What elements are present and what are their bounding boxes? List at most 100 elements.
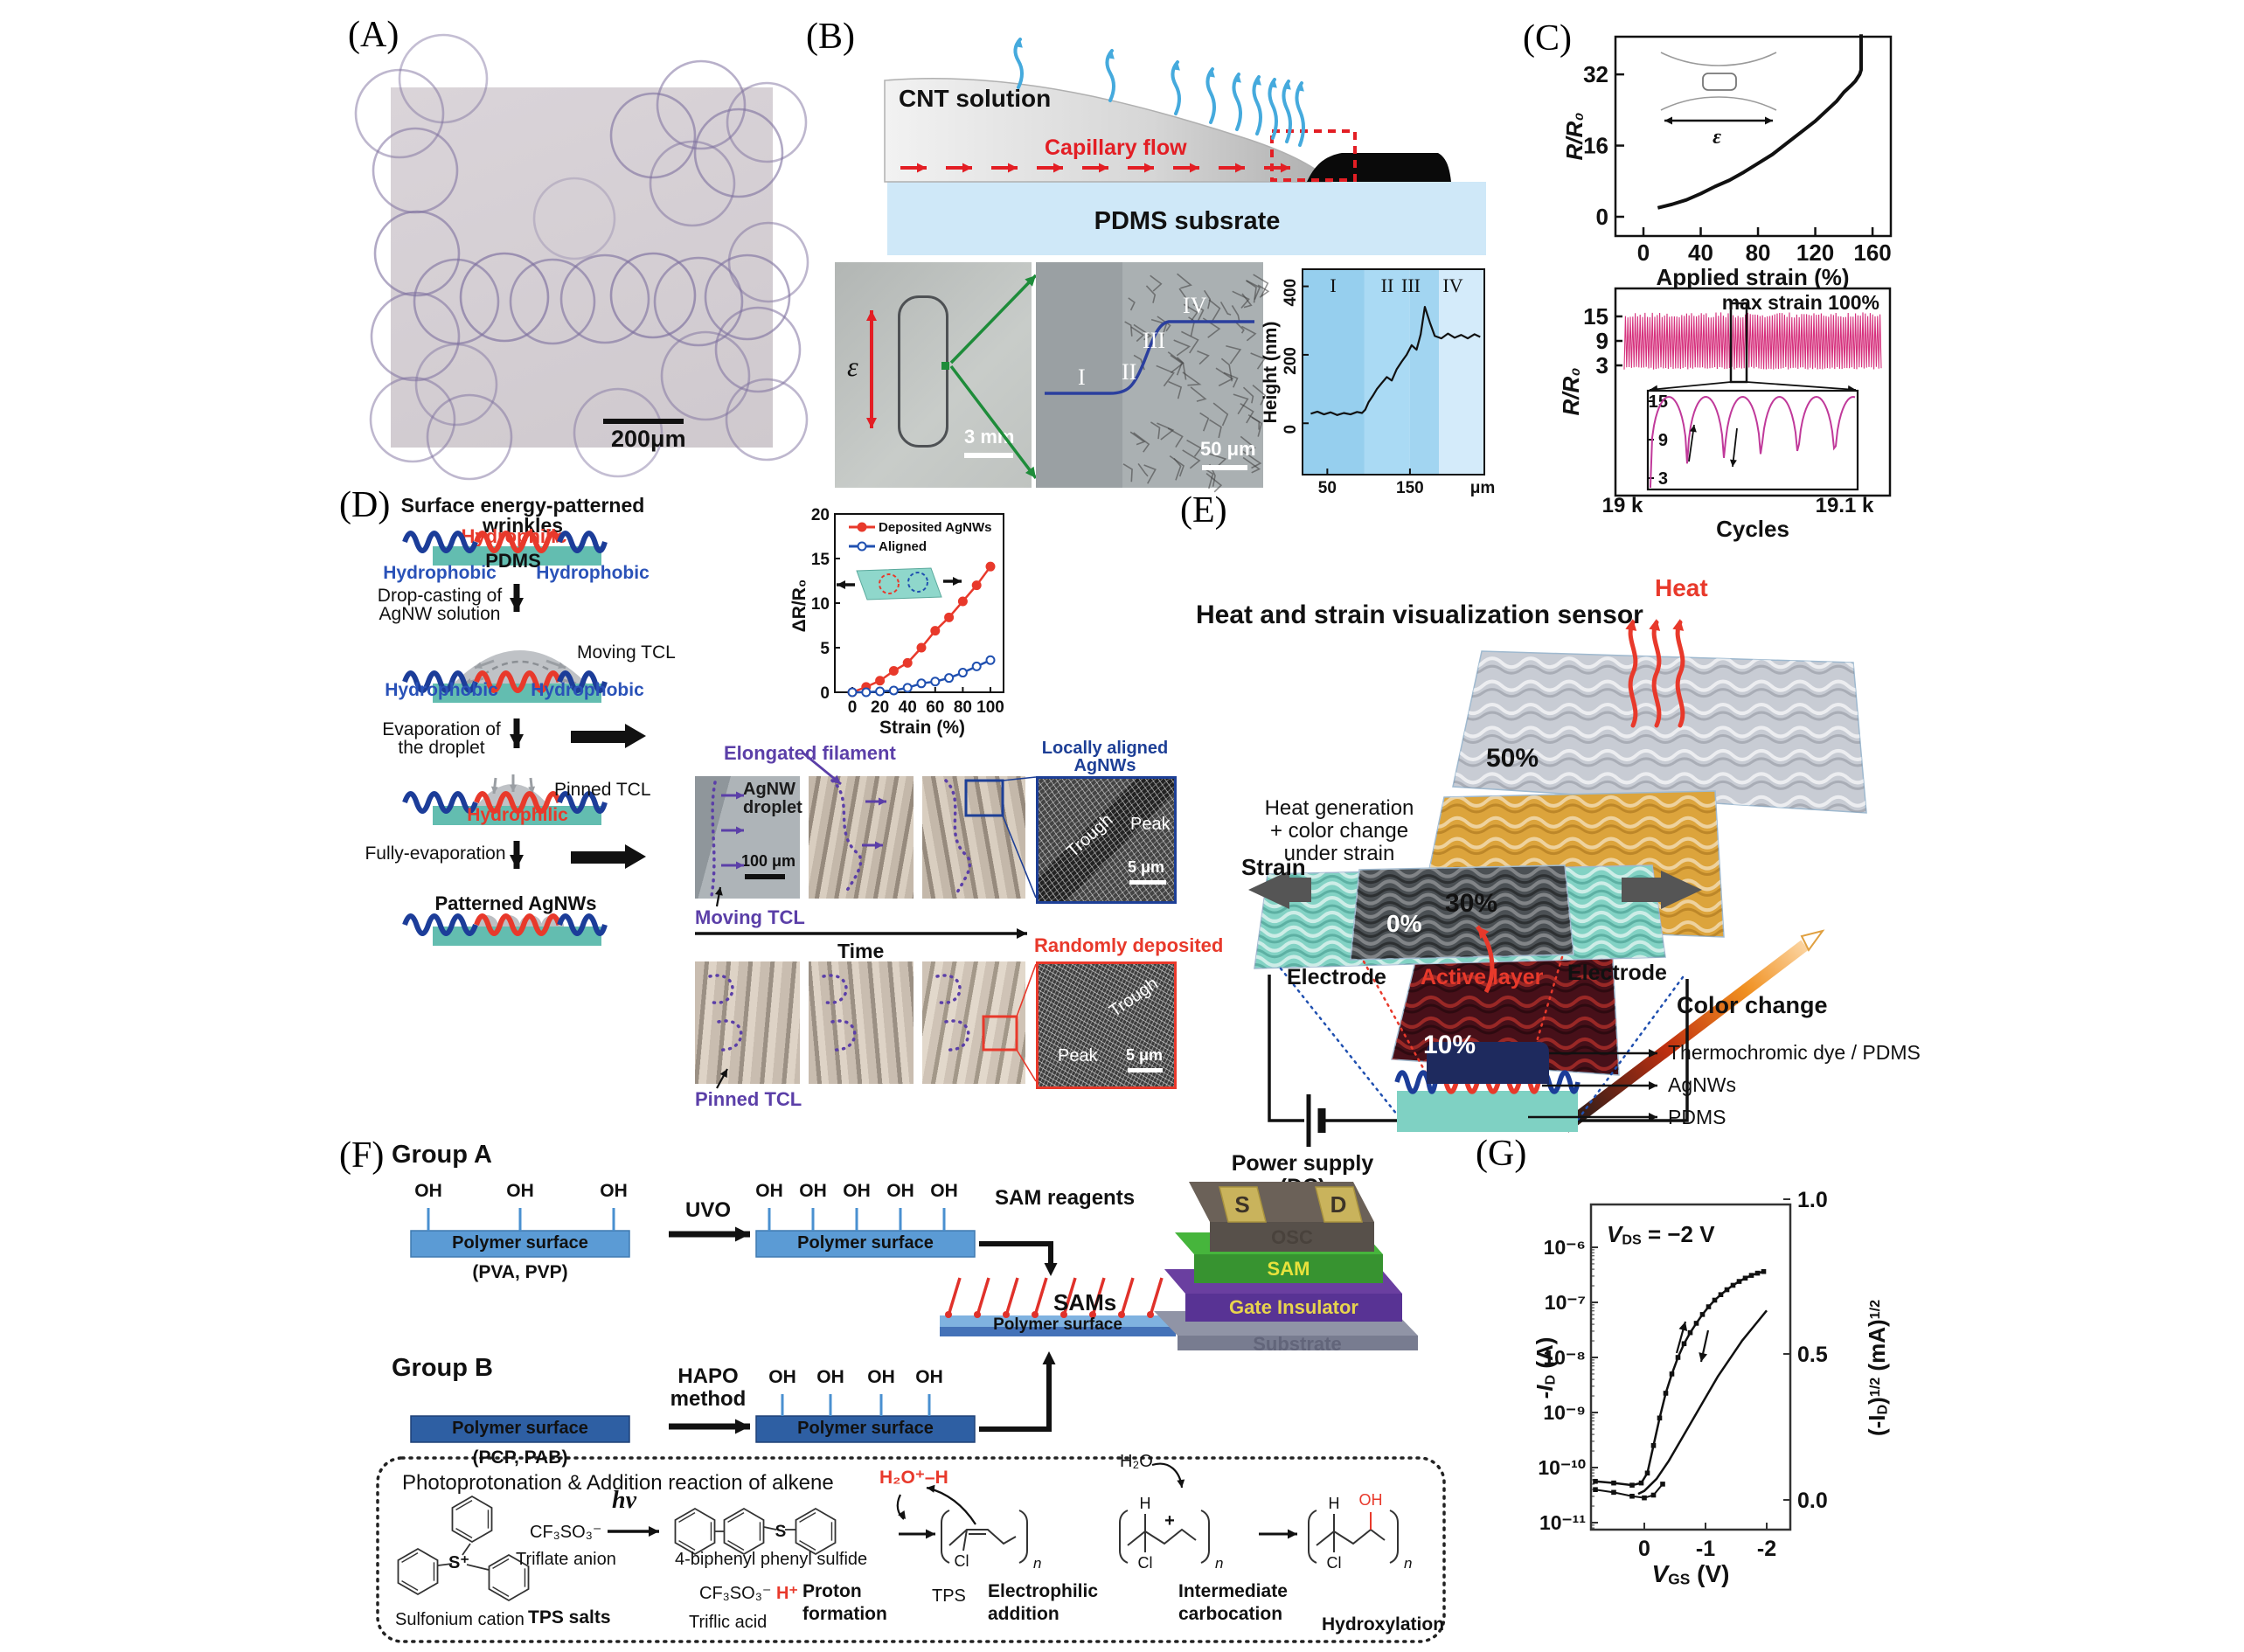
svg-text:40: 40 bbox=[899, 698, 917, 717]
locally-aligned-1: Locally aligned bbox=[1041, 739, 1169, 758]
polymer-surface-b1: Polymer surface bbox=[452, 1419, 588, 1438]
yr-3: (mA) bbox=[1864, 1319, 1891, 1378]
step3-label: Fully-evaporation bbox=[365, 843, 506, 864]
scalebar-line bbox=[603, 419, 684, 424]
svg-text:I: I bbox=[1330, 274, 1336, 296]
e-title: Heat and strain visualization sensor bbox=[1196, 600, 1643, 629]
agnw-process-graphics bbox=[402, 531, 646, 946]
svg-text:10⁻⁹: 10⁻⁹ bbox=[1543, 1401, 1586, 1424]
circle-pattern bbox=[354, 33, 809, 481]
svg-text:ε: ε bbox=[1713, 126, 1721, 149]
step2-line1: Evaporation of bbox=[382, 719, 501, 739]
sem-overlay bbox=[1045, 273, 1270, 493]
g-left-axis-label: -ID (A) bbox=[1532, 1337, 1559, 1399]
cnt-deposit bbox=[1307, 153, 1451, 182]
svg-text:50: 50 bbox=[1318, 479, 1337, 497]
pct-50: 50% bbox=[1486, 744, 1539, 773]
osc-label: OSC bbox=[1271, 1226, 1313, 1248]
oh-b2-4: OH bbox=[915, 1367, 943, 1387]
pdms-layer-label: PDMS bbox=[1668, 1106, 1726, 1128]
oh-a1-3: OH bbox=[600, 1181, 628, 1201]
svg-text:60: 60 bbox=[926, 698, 944, 717]
yr-2: ) bbox=[1864, 1397, 1891, 1405]
svg-text:H: H bbox=[1140, 1495, 1151, 1512]
svg-text:0: 0 bbox=[848, 698, 858, 717]
pcp-label: (PCP, PAB) bbox=[472, 1447, 568, 1468]
svg-text:10: 10 bbox=[811, 595, 830, 614]
svg-text:μm: μm bbox=[1470, 479, 1496, 497]
triflic-formula: CF₃SO₃⁻ H⁺ bbox=[699, 1584, 798, 1604]
h2o-label: H₂O bbox=[1120, 1452, 1153, 1471]
panel-label-f: (F) bbox=[339, 1135, 385, 1176]
sam-reagents-label: SAM reagents bbox=[995, 1186, 1136, 1210]
pct-30: 30% bbox=[1445, 889, 1498, 918]
svg-text:Applied strain (%): Applied strain (%) bbox=[1656, 264, 1849, 290]
hydronium-label: H₂O⁺–H bbox=[879, 1468, 948, 1488]
intermediate-2: carbocation bbox=[1178, 1604, 1283, 1624]
yl-pre: -I bbox=[1532, 1385, 1559, 1399]
svg-text:0.0: 0.0 bbox=[1797, 1489, 1828, 1513]
svg-text:9: 9 bbox=[1658, 431, 1668, 450]
svg-text:10⁻¹¹: 10⁻¹¹ bbox=[1539, 1511, 1586, 1534]
svg-text:0: 0 bbox=[1637, 239, 1650, 266]
polymer-surface-b2: Polymer surface bbox=[797, 1419, 934, 1438]
svg-text:160: 160 bbox=[1853, 239, 1891, 266]
svg-text:Deposited AgNWs: Deposited AgNWs bbox=[879, 520, 991, 535]
electrophilic-2: addition bbox=[988, 1604, 1059, 1624]
svg-text:19 k: 19 k bbox=[1602, 494, 1643, 517]
delta-r-chart: 0 5 10 15 20 0 20 40 60 80 100 Strain (%) ΔR/R₀ Depos… bbox=[789, 506, 1004, 738]
surface-chemistry-graphics: S⁺ S Cl n H Cl + n H Cl OH n bbox=[376, 1182, 1446, 1643]
g-right-axis-label: (-ID)1/2 (mA)1/2 bbox=[1864, 1300, 1891, 1436]
gen-line2: + color change bbox=[1269, 819, 1409, 843]
polymer-surface-a2: Polymer surface bbox=[797, 1233, 934, 1253]
biphenyl-label: 4-biphenyl phenyl sulfide bbox=[675, 1550, 868, 1569]
svg-text:10⁻⁸: 10⁻⁸ bbox=[1543, 1346, 1586, 1369]
svg-text:1.0: 1.0 bbox=[1797, 1188, 1828, 1212]
sulfonium-label: Sulfonium cation bbox=[395, 1610, 525, 1629]
evaporation-zone-box bbox=[1270, 129, 1357, 182]
patterned-agnws-label: Patterned AgNWs bbox=[434, 892, 597, 914]
svg-text:ΔR/R₀: ΔR/R₀ bbox=[789, 580, 809, 633]
sem-texture bbox=[1039, 964, 1174, 1086]
capillary-flow-label: Capillary flow bbox=[1045, 135, 1187, 160]
svg-text:120: 120 bbox=[1796, 239, 1834, 266]
yl-sub: D bbox=[1542, 1374, 1559, 1385]
svg-text:H: H bbox=[1329, 1495, 1340, 1512]
scalebar-label: 200μm bbox=[611, 426, 686, 452]
transfer-curve-chart: 10⁻⁶ 10⁻⁷ 10⁻⁸ 10⁻⁹ 10⁻¹⁰ 10⁻¹¹ 1.0 0.5 0.0 0 -1 -2 bbox=[1538, 1188, 1828, 1561]
region-ii: II bbox=[1122, 359, 1137, 385]
moving-tcl-micro-label: Moving TCL bbox=[695, 906, 805, 928]
svg-text:R/R₀: R/R₀ bbox=[1561, 112, 1587, 160]
svg-text:3: 3 bbox=[1596, 352, 1608, 378]
panel-label-d: (D) bbox=[339, 485, 391, 525]
triflic-label: Triflic acid bbox=[689, 1613, 768, 1632]
svg-text:9: 9 bbox=[1596, 328, 1608, 354]
intermediate-1: Intermediate bbox=[1178, 1581, 1288, 1601]
pdms-substrate-rect bbox=[887, 182, 1486, 255]
epsilon-label: ε bbox=[847, 351, 858, 382]
svg-text:16: 16 bbox=[1583, 133, 1608, 159]
svg-text:n: n bbox=[1033, 1555, 1041, 1572]
electrode-left-label: Electrode bbox=[1287, 965, 1386, 989]
drain-label: D bbox=[1330, 1191, 1347, 1218]
group-a-label: Group A bbox=[392, 1141, 492, 1169]
cnt-droplet bbox=[884, 78, 1332, 183]
agnw-droplet-label-1: AgNW bbox=[743, 780, 795, 799]
vds-rest: = −2 V bbox=[1641, 1221, 1715, 1247]
svg-text:400: 400 bbox=[1282, 279, 1300, 307]
svg-text:100: 100 bbox=[976, 698, 1004, 717]
svg-text:Strain (%): Strain (%) bbox=[879, 718, 965, 738]
svg-text:0.5: 0.5 bbox=[1797, 1343, 1828, 1367]
elongated-filament-label: Elongated filament bbox=[724, 742, 896, 764]
svg-text:n: n bbox=[1215, 1555, 1223, 1572]
g-x-axis-label: VGS (V) bbox=[1652, 1560, 1730, 1587]
micrograph-t3 bbox=[922, 776, 1025, 899]
svg-text:20: 20 bbox=[871, 698, 889, 717]
svg-text:-2: -2 bbox=[1757, 1537, 1776, 1561]
svg-text:S: S bbox=[775, 1523, 787, 1541]
svg-text:10⁻⁷: 10⁻⁷ bbox=[1545, 1291, 1586, 1314]
panel-label-a: (A) bbox=[348, 15, 399, 55]
